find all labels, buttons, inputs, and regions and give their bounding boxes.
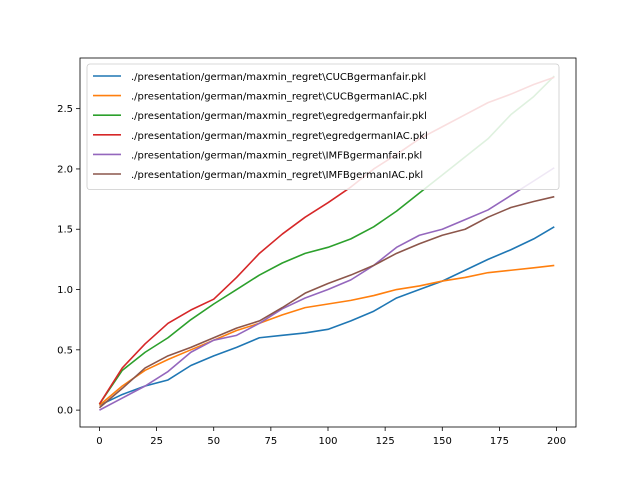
legend-box — [86, 63, 560, 190]
legend-label: ./presentation/german/maxmin_regret\IMFB… — [131, 170, 423, 181]
legend-label: ./presentation/german/maxmin_regret\egre… — [131, 131, 428, 142]
series-layer — [98, 75, 555, 411]
x-tick-label: 150 — [433, 436, 452, 447]
legend-label: ./presentation/german/maxmin_regret\CUCB… — [131, 72, 426, 83]
x-axis: 0 25 50 75 100 125 150 175 200 — [96, 427, 566, 447]
x-tick-label: 75 — [264, 436, 277, 447]
legend: ./presentation/german/maxmin_regret\CUCB… — [86, 63, 560, 190]
x-tick-label: 100 — [318, 436, 337, 447]
legend-label: ./presentation/german/maxmin_regret\egre… — [131, 111, 427, 122]
series-line-6 — [98, 195, 555, 409]
y-tick-label: 0.0 — [57, 406, 73, 417]
y-axis: 0.0 0.5 1.0 1.5 2.0 2.5 — [57, 104, 80, 417]
y-tick-label: 1.0 — [57, 285, 73, 296]
series-line-1 — [99, 226, 555, 407]
y-tick-label: 2.0 — [57, 164, 73, 175]
y-tick-label: 1.5 — [57, 225, 73, 236]
x-tick-label: 50 — [207, 436, 220, 447]
legend-label: ./presentation/german/maxmin_regret\CUCB… — [131, 92, 427, 103]
x-tick-label: 25 — [150, 436, 163, 447]
x-tick-label: 125 — [376, 436, 395, 447]
x-tick-label: 175 — [490, 436, 509, 447]
y-tick-label: 2.5 — [57, 104, 73, 115]
series-line-5 — [99, 167, 555, 411]
legend-label: ./presentation/german/maxmin_regret\IMFB… — [131, 150, 422, 161]
x-tick-label: 0 — [96, 436, 102, 447]
series-line-2 — [98, 264, 555, 406]
y-tick-label: 0.5 — [57, 345, 73, 356]
x-tick-label: 200 — [547, 436, 566, 447]
